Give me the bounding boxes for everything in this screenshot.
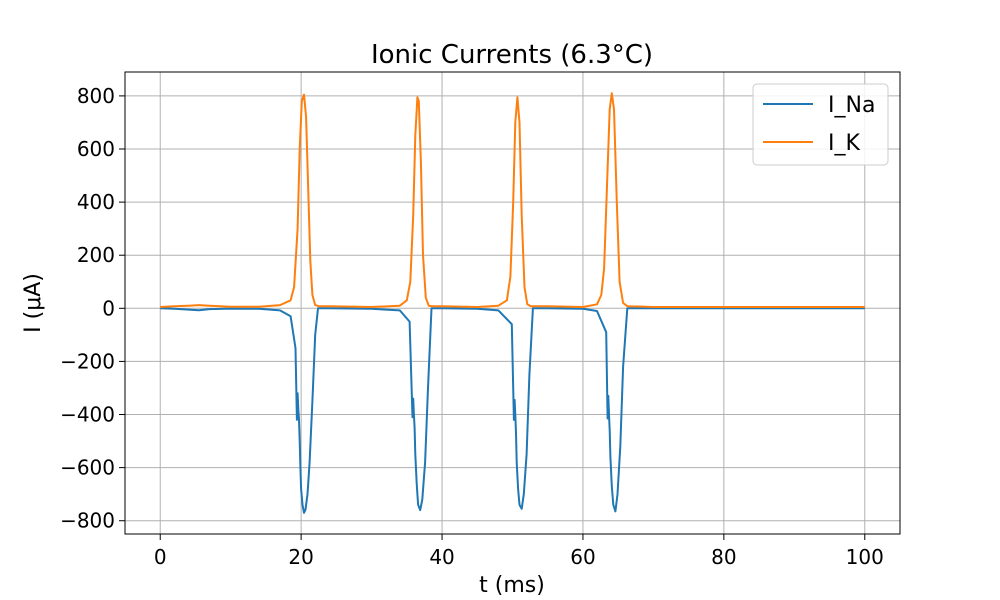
legend-label-i-na: I_Na: [828, 93, 875, 118]
y-tick-label: 200: [77, 243, 115, 267]
series-line-i-k: [160, 92, 865, 308]
axis-ticks: 0 20 40 60 80 100 −800 −600 −400 −200 0 200 400 600 80…: [60, 84, 884, 569]
y-tick-label: −200: [60, 349, 115, 373]
x-tick-label: 40: [429, 545, 454, 569]
y-tick-label: −400: [60, 403, 115, 427]
y-tick-label: 600: [77, 137, 115, 161]
x-tick-label: 0: [154, 545, 167, 569]
y-tick-label: −800: [60, 509, 115, 533]
series-line-i-na: [160, 307, 865, 514]
x-tick-label: 60: [570, 545, 595, 569]
x-tick-label: 20: [288, 545, 313, 569]
x-tick-label: 80: [711, 545, 736, 569]
chart-title: Ionic Currents (6.3°C): [371, 40, 653, 70]
x-axis-label: t (ms): [479, 573, 545, 598]
y-tick-label: −600: [60, 456, 115, 480]
plot-frame: [124, 71, 901, 535]
legend: I_Na I_K: [752, 83, 889, 166]
series-lines: [160, 92, 865, 514]
y-tick-label: 800: [77, 84, 115, 108]
y-tick-label: 0: [102, 296, 115, 320]
legend-label-i-k: I_K: [828, 131, 860, 156]
x-tick-label: 100: [846, 545, 884, 569]
y-tick-label: 400: [77, 190, 115, 214]
y-axis-label: I (μA): [21, 273, 46, 333]
